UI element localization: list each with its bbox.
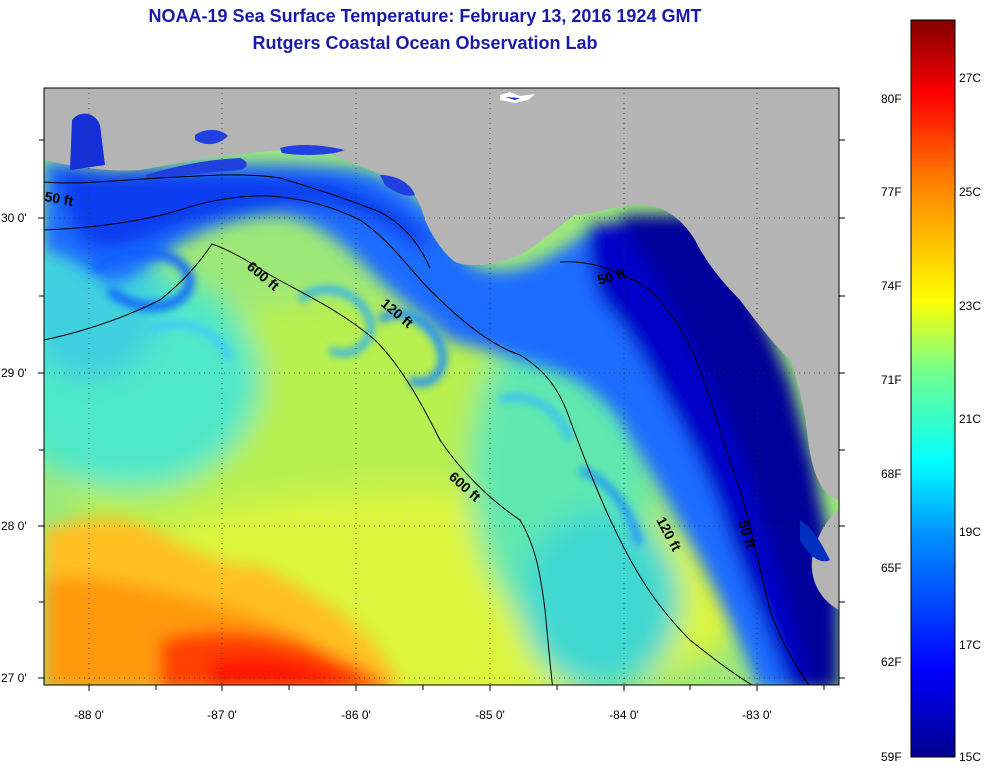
lon-tick-label: -84 0' [609,708,639,722]
lon-tick-label: -86 0' [341,708,371,722]
bathymetry-contours [44,174,810,685]
colorbar-f-label: 71F [881,373,902,387]
contour-label-50ft-west: 50 ft [43,188,74,209]
map-frame [43,87,840,686]
lat-tick-label: 29 0' [1,366,27,380]
lon-tick-label: -85 0' [475,708,505,722]
sst-field [44,88,839,685]
temperature-colorbar [910,19,956,758]
mobile-bay [70,113,105,170]
colorbar-f-label: 59F [881,750,902,764]
colorbar-c-label: 19C [959,525,981,539]
map-subtitle: Rutgers Coastal Ocean Observation Lab [252,33,598,53]
colorbar-c-label: 25C [959,185,981,199]
land-mass [44,88,839,500]
lat-tick-label: 28 0' [1,519,27,533]
lon-tick-label: -88 0' [74,708,104,722]
colorbar-c-label: 21C [959,412,981,426]
colorbar-c-label: 15C [959,750,981,764]
map-title: NOAA-19 Sea Surface Temperature: Februar… [148,6,702,26]
axis-ticks [38,139,845,691]
colorbar-f-label: 80F [881,92,902,106]
colorbar-f-label: 65F [881,561,902,575]
colorbar-f-label: 62F [881,655,902,669]
lat-tick-label: 27 0' [1,671,27,685]
colorbar-c-label: 17C [959,638,981,652]
lat-tick-label: 30 0' [1,211,27,225]
lon-tick-label: -83 0' [742,708,772,722]
lon-tick-label: -87 0' [207,708,237,722]
colorbar-f-label: 68F [881,467,902,481]
colorbar-c-label: 23C [959,299,981,313]
contour-label-50ft-east: 50 ft [596,265,628,288]
colorbar-c-label: 27C [959,71,981,85]
colorbar-f-label: 77F [881,185,902,199]
colorbar-f-label: 74F [881,279,902,293]
